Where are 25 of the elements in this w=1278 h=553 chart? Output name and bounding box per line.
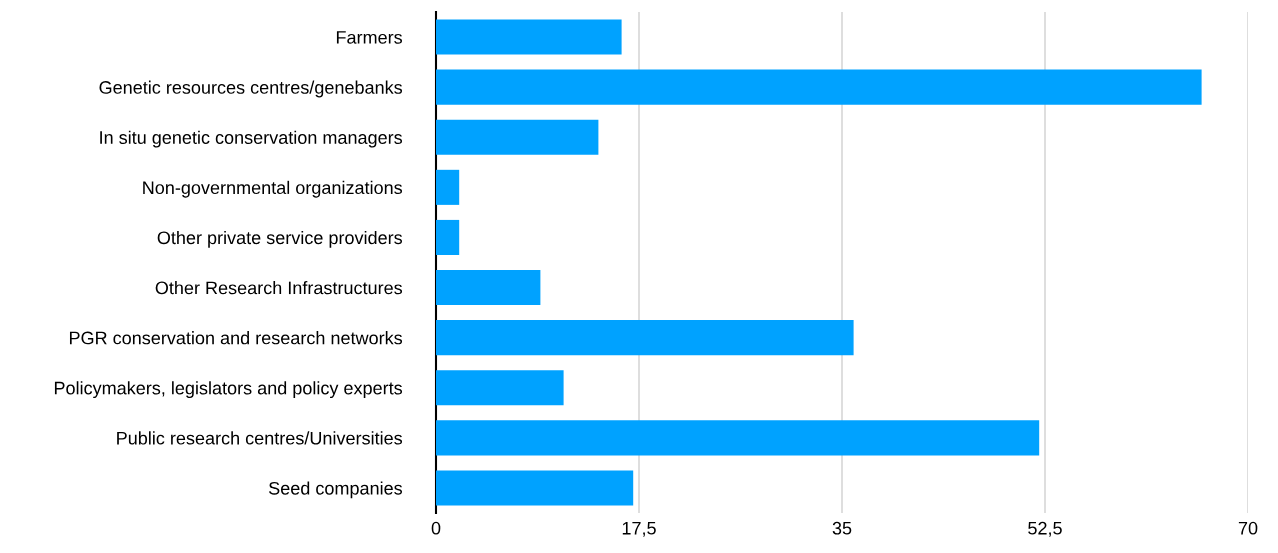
x-tick-label: 70 — [1238, 521, 1258, 535]
bar — [436, 219, 460, 255]
y-tick-label: Genetic resources centres/genebanks — [99, 80, 403, 98]
bar — [436, 370, 564, 406]
y-tick-label: Non-governmental organizations — [143, 180, 403, 198]
bar — [436, 470, 634, 506]
y-tick-label: Other private service providers — [157, 230, 403, 248]
y-tick-label: Seed companies — [269, 481, 403, 499]
x-tick-label: 52,5 — [1028, 521, 1062, 537]
bar — [436, 320, 854, 356]
bar — [436, 420, 1040, 456]
bar — [436, 270, 541, 306]
y-tick-label: In situ genetic conservation managers — [100, 130, 403, 148]
y-tick-label: Public research centres/Universities — [117, 431, 403, 445]
y-tick-label: Other Research Infrastructures — [155, 281, 403, 295]
y-tick-label: Policymakers, legislators and policy experts — [54, 381, 403, 399]
x-tick-label: 35 — [832, 521, 852, 535]
bar — [436, 119, 599, 155]
x-tick-label: 0 — [431, 521, 441, 535]
y-tick-label: PGR conservation and research networks — [69, 331, 403, 345]
bar — [436, 169, 460, 205]
x-tick-label: 17,5 — [622, 522, 656, 537]
y-tick-label: Farmers — [336, 31, 403, 44]
bar — [436, 69, 1202, 105]
bar — [436, 19, 622, 55]
